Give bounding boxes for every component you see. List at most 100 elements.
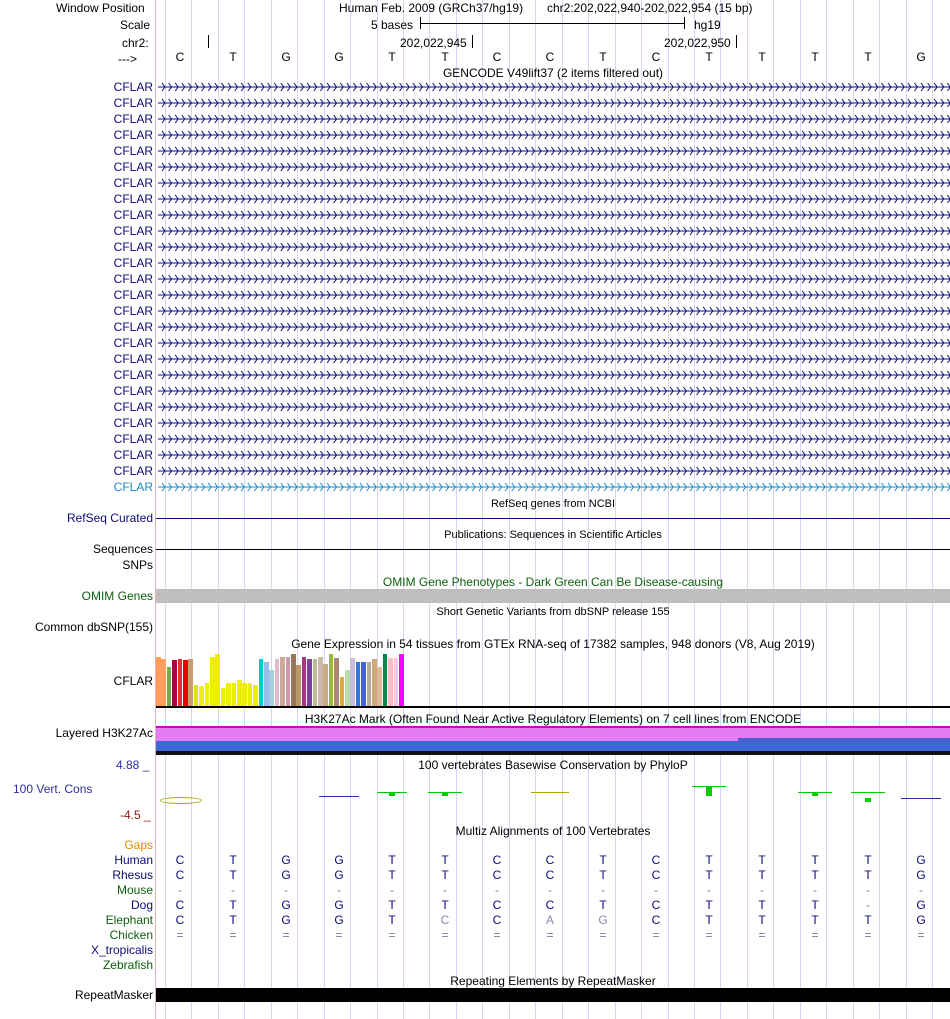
gtex-bar[interactable] [253, 685, 258, 706]
gencode-item-arrows[interactable] [158, 466, 950, 476]
gtex-bar[interactable] [393, 658, 399, 706]
gencode-item-label[interactable]: CFLAR [113, 128, 153, 142]
gtex-bar[interactable] [258, 659, 264, 706]
gencode-item-label[interactable]: CFLAR [113, 304, 153, 318]
gtex-bar[interactable] [231, 683, 237, 706]
gtex-bar[interactable] [274, 659, 280, 706]
gencode-item-label[interactable]: CFLAR [113, 400, 153, 414]
gencode-item-label[interactable]: CFLAR [113, 192, 153, 206]
phylop-mark-bar[interactable] [706, 786, 712, 796]
gencode-item-arrows[interactable] [158, 402, 950, 412]
gencode-item-arrows[interactable] [158, 338, 950, 348]
dbsnp-track-title[interactable]: Short Genetic Variants from dbSNP releas… [436, 606, 670, 618]
gtex-bar[interactable] [382, 654, 388, 706]
phylop-mark-line[interactable] [900, 798, 941, 799]
position-title[interactable]: chr2:202,022,940-202,022,954 (15 bp) [547, 1, 753, 15]
gencode-item-arrows[interactable] [158, 386, 950, 396]
gtex-bar[interactable] [399, 654, 404, 706]
gencode-item-arrows[interactable] [158, 114, 950, 124]
gencode-item-label[interactable]: CFLAR [113, 336, 153, 350]
publications-label-sequences[interactable]: Sequences [92, 542, 153, 556]
gtex-bar[interactable] [323, 664, 328, 706]
phylop-mark-bar[interactable] [811, 792, 818, 796]
gtex-bar[interactable] [291, 654, 296, 706]
gencode-item-arrows[interactable] [158, 418, 950, 428]
gencode-item-label[interactable]: CFLAR [113, 464, 153, 478]
multiz-species-label[interactable]: Rhesus [112, 868, 153, 882]
gencode-item-label[interactable]: CFLAR [113, 208, 153, 222]
gtex-bar[interactable] [301, 657, 307, 706]
gencode-item-arrows[interactable] [158, 322, 950, 332]
omim-track-label[interactable]: OMIM Genes [81, 589, 153, 603]
phylop-mark-line[interactable] [318, 796, 359, 797]
gtex-bar[interactable] [247, 683, 253, 706]
gtex-bar[interactable] [269, 670, 274, 706]
gtex-bar[interactable] [328, 654, 334, 706]
gencode-item-label[interactable]: CFLAR [113, 80, 153, 94]
gtex-bar[interactable] [166, 667, 172, 706]
dbsnp-track-label[interactable]: Common dbSNP(155) [34, 620, 153, 634]
h3k27ac-layer-blue-peak[interactable] [738, 738, 950, 742]
gencode-item-label[interactable]: CFLAR [113, 288, 153, 302]
multiz-species-label[interactable]: X_tropicalis [90, 943, 153, 957]
gtex-bar[interactable] [237, 680, 242, 706]
gtex-bar[interactable] [264, 662, 269, 706]
gtex-bar[interactable] [361, 662, 366, 706]
gtex-bar[interactable] [355, 662, 361, 706]
gencode-item-label[interactable]: CFLAR [113, 448, 153, 462]
gencode-item-arrows[interactable] [158, 482, 950, 492]
gencode-item-label[interactable]: CFLAR [113, 240, 153, 254]
gtex-bar[interactable] [188, 659, 193, 706]
gtex-bar[interactable] [388, 658, 393, 706]
gencode-item-label[interactable]: CFLAR [113, 224, 153, 238]
gencode-item-arrows[interactable] [158, 130, 950, 140]
multiz-species-label[interactable]: Chicken [109, 928, 153, 942]
gencode-item-label[interactable]: CFLAR [113, 384, 153, 398]
gencode-item-label[interactable]: CFLAR [113, 176, 153, 190]
repeatmasker-track-label[interactable]: RepeatMasker [74, 988, 153, 1002]
publications-label-snps[interactable]: SNPs [122, 558, 153, 572]
gencode-item-label[interactable]: CFLAR [113, 416, 153, 430]
refseq-track-label[interactable]: RefSeq Curated [66, 511, 153, 525]
gtex-bar[interactable] [199, 686, 204, 706]
gtex-bar[interactable] [215, 654, 220, 706]
gencode-item-arrows[interactable] [158, 98, 950, 108]
h3k27ac-track-label[interactable]: Layered H3K27Ac [55, 726, 153, 740]
phylop-mark-bar[interactable] [388, 792, 395, 796]
gencode-item-label[interactable]: CFLAR [113, 432, 153, 446]
h3k27ac-track-title[interactable]: H3K27Ac Mark (Often Found Near Active Re… [304, 712, 802, 726]
gencode-item-arrows[interactable] [158, 226, 950, 236]
gencode-item-label[interactable]: CFLAR [113, 96, 153, 110]
phylop-mark-line[interactable] [531, 792, 570, 793]
h3k27ac-layer-blue[interactable] [156, 741, 950, 751]
publications-track-line[interactable] [156, 549, 950, 550]
gencode-item-arrows[interactable] [158, 82, 950, 92]
gencode-item-label[interactable]: CFLAR [113, 272, 153, 286]
gencode-item-arrows[interactable] [158, 306, 950, 316]
gencode-item-label[interactable]: CFLAR [113, 144, 153, 158]
gtex-bar[interactable] [350, 658, 355, 706]
multiz-species-label[interactable]: Dog [130, 898, 153, 912]
gtex-bar[interactable] [161, 659, 166, 706]
repeatmasker-track-title[interactable]: Repeating Elements by RepeatMasker [450, 974, 656, 988]
gtex-bar[interactable] [210, 657, 215, 706]
gencode-item-arrows[interactable] [158, 370, 950, 380]
gtex-bar[interactable] [318, 657, 323, 706]
publications-track-title[interactable]: Publications: Sequences in Scientific Ar… [444, 529, 662, 541]
phylop-mark-bar[interactable] [864, 798, 871, 802]
phylop-track-title[interactable]: 100 vertebrates Basewise Conservation by… [418, 758, 688, 772]
omim-track-title[interactable]: OMIM Gene Phenotypes - Dark Green Can Be… [382, 575, 724, 589]
gencode-item-label[interactable]: CFLAR [113, 112, 153, 126]
gencode-item-label[interactable]: CFLAR [113, 368, 153, 382]
gencode-item-arrows[interactable] [158, 274, 950, 284]
gtex-bar[interactable] [280, 657, 285, 706]
repeatmasker-bar[interactable] [156, 988, 950, 1002]
gencode-item-arrows[interactable] [158, 194, 950, 204]
multiz-species-label[interactable]: Human [114, 853, 153, 867]
gencode-item-arrows[interactable] [158, 242, 950, 252]
gencode-item-arrows[interactable] [158, 178, 950, 188]
gencode-item-arrows[interactable] [158, 354, 950, 364]
gtex-bar[interactable] [345, 670, 350, 706]
phylop-track-label[interactable]: 100 Vert. Cons [13, 782, 93, 796]
